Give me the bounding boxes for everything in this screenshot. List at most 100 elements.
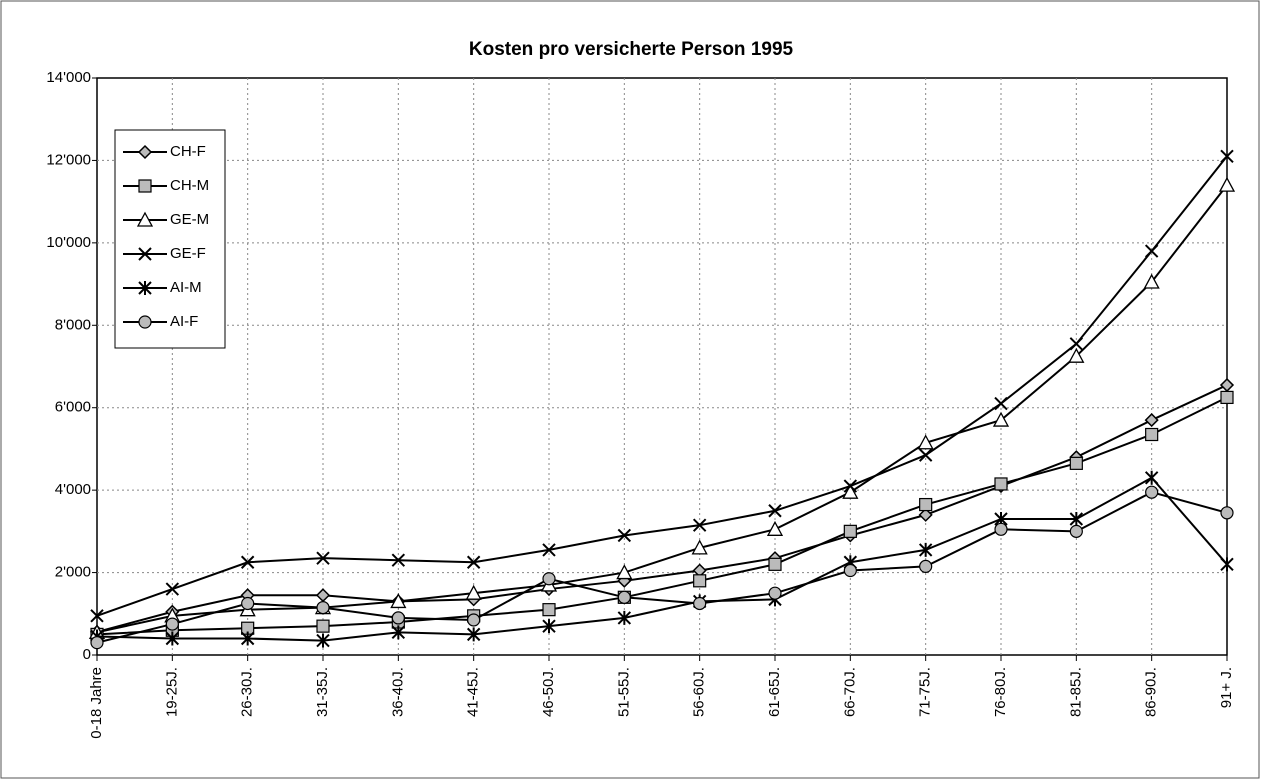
y-tick-label: 2'000 <box>55 564 91 581</box>
marker-shape <box>617 590 631 604</box>
y-tick-label: 8'000 <box>55 316 91 333</box>
marker-shape <box>390 593 407 609</box>
marker <box>617 610 632 625</box>
marker-shape <box>1069 524 1083 538</box>
marker <box>1218 176 1236 192</box>
legend-label: CH-M <box>170 177 209 194</box>
marker <box>1069 456 1083 470</box>
marker <box>390 593 407 609</box>
marker <box>466 555 481 569</box>
marker <box>1069 337 1084 351</box>
marker-shape <box>918 448 933 462</box>
marker-shape <box>165 617 179 631</box>
marker-shape <box>693 574 707 588</box>
marker <box>768 504 782 518</box>
marker-shape <box>843 563 857 578</box>
series-line <box>96 384 1228 633</box>
marker <box>240 555 255 569</box>
marker-shape <box>1069 456 1083 470</box>
marker <box>316 551 330 565</box>
marker <box>992 411 1010 427</box>
marker <box>693 574 707 588</box>
marker <box>843 524 857 538</box>
marker <box>138 247 152 261</box>
marker <box>165 582 180 596</box>
legend-label: GE-M <box>170 211 209 228</box>
marker-shape <box>768 586 782 600</box>
marker-shape <box>919 559 933 573</box>
marker <box>843 479 858 493</box>
marker <box>843 563 857 578</box>
marker-shape <box>465 584 482 600</box>
marker-shape <box>138 179 152 193</box>
marker-shape <box>994 522 1008 536</box>
marker-shape <box>766 520 784 536</box>
marker-shape <box>138 315 152 329</box>
legend-label: AI-M <box>170 279 202 296</box>
marker <box>768 557 782 571</box>
marker <box>842 483 859 499</box>
marker-shape <box>240 555 255 569</box>
marker-shape <box>768 557 782 571</box>
marker-shape <box>994 396 1008 411</box>
marker <box>1220 149 1234 164</box>
marker-shape <box>316 601 330 615</box>
marker <box>919 497 933 512</box>
marker-shape <box>240 631 255 646</box>
marker-shape <box>1145 427 1159 442</box>
marker <box>994 477 1008 491</box>
marker-shape <box>90 609 104 623</box>
marker-shape <box>843 479 858 493</box>
marker-shape <box>616 564 633 580</box>
marker-shape <box>617 528 632 543</box>
legend-label: AI-F <box>170 313 198 330</box>
marker-shape <box>467 613 481 627</box>
marker <box>467 613 481 627</box>
marker-shape <box>1144 470 1159 485</box>
marker-shape <box>391 611 405 625</box>
x-tick-label: 61-65J. <box>766 667 783 717</box>
series-line <box>96 491 1228 644</box>
marker <box>466 627 481 642</box>
marker <box>919 559 933 573</box>
marker <box>542 619 556 634</box>
marker <box>542 543 556 557</box>
marker-shape <box>768 504 782 518</box>
marker-shape <box>994 477 1008 491</box>
marker-shape <box>90 636 104 650</box>
marker-shape <box>1143 273 1160 289</box>
marker <box>138 281 152 295</box>
marker <box>90 609 104 623</box>
marker-shape <box>918 542 933 557</box>
legend-label: CH-F <box>170 143 206 160</box>
marker-shape <box>137 144 153 160</box>
x-tick-label: 36-40J. <box>389 667 406 717</box>
marker <box>391 553 406 567</box>
marker-shape <box>1220 506 1234 520</box>
marker <box>1143 273 1160 289</box>
x-tick-label: 56-60J. <box>691 667 708 717</box>
marker-shape <box>1220 390 1234 405</box>
marker <box>994 522 1008 536</box>
marker <box>316 633 330 648</box>
marker <box>1144 413 1159 428</box>
marker <box>1220 506 1234 520</box>
marker <box>137 144 153 160</box>
marker <box>1145 427 1159 442</box>
legend-label: GE-F <box>170 245 206 262</box>
marker <box>693 596 707 611</box>
marker-shape <box>391 625 406 640</box>
marker <box>138 315 152 329</box>
marker-shape <box>1145 485 1159 499</box>
marker <box>138 179 152 193</box>
marker <box>616 564 633 580</box>
x-tick-label: 0-18 Jahre <box>88 667 105 739</box>
marker <box>1220 557 1234 572</box>
marker-shape <box>842 483 859 499</box>
marker <box>391 611 405 625</box>
marker <box>165 631 180 646</box>
marker <box>391 625 406 640</box>
marker-shape <box>1144 244 1159 258</box>
